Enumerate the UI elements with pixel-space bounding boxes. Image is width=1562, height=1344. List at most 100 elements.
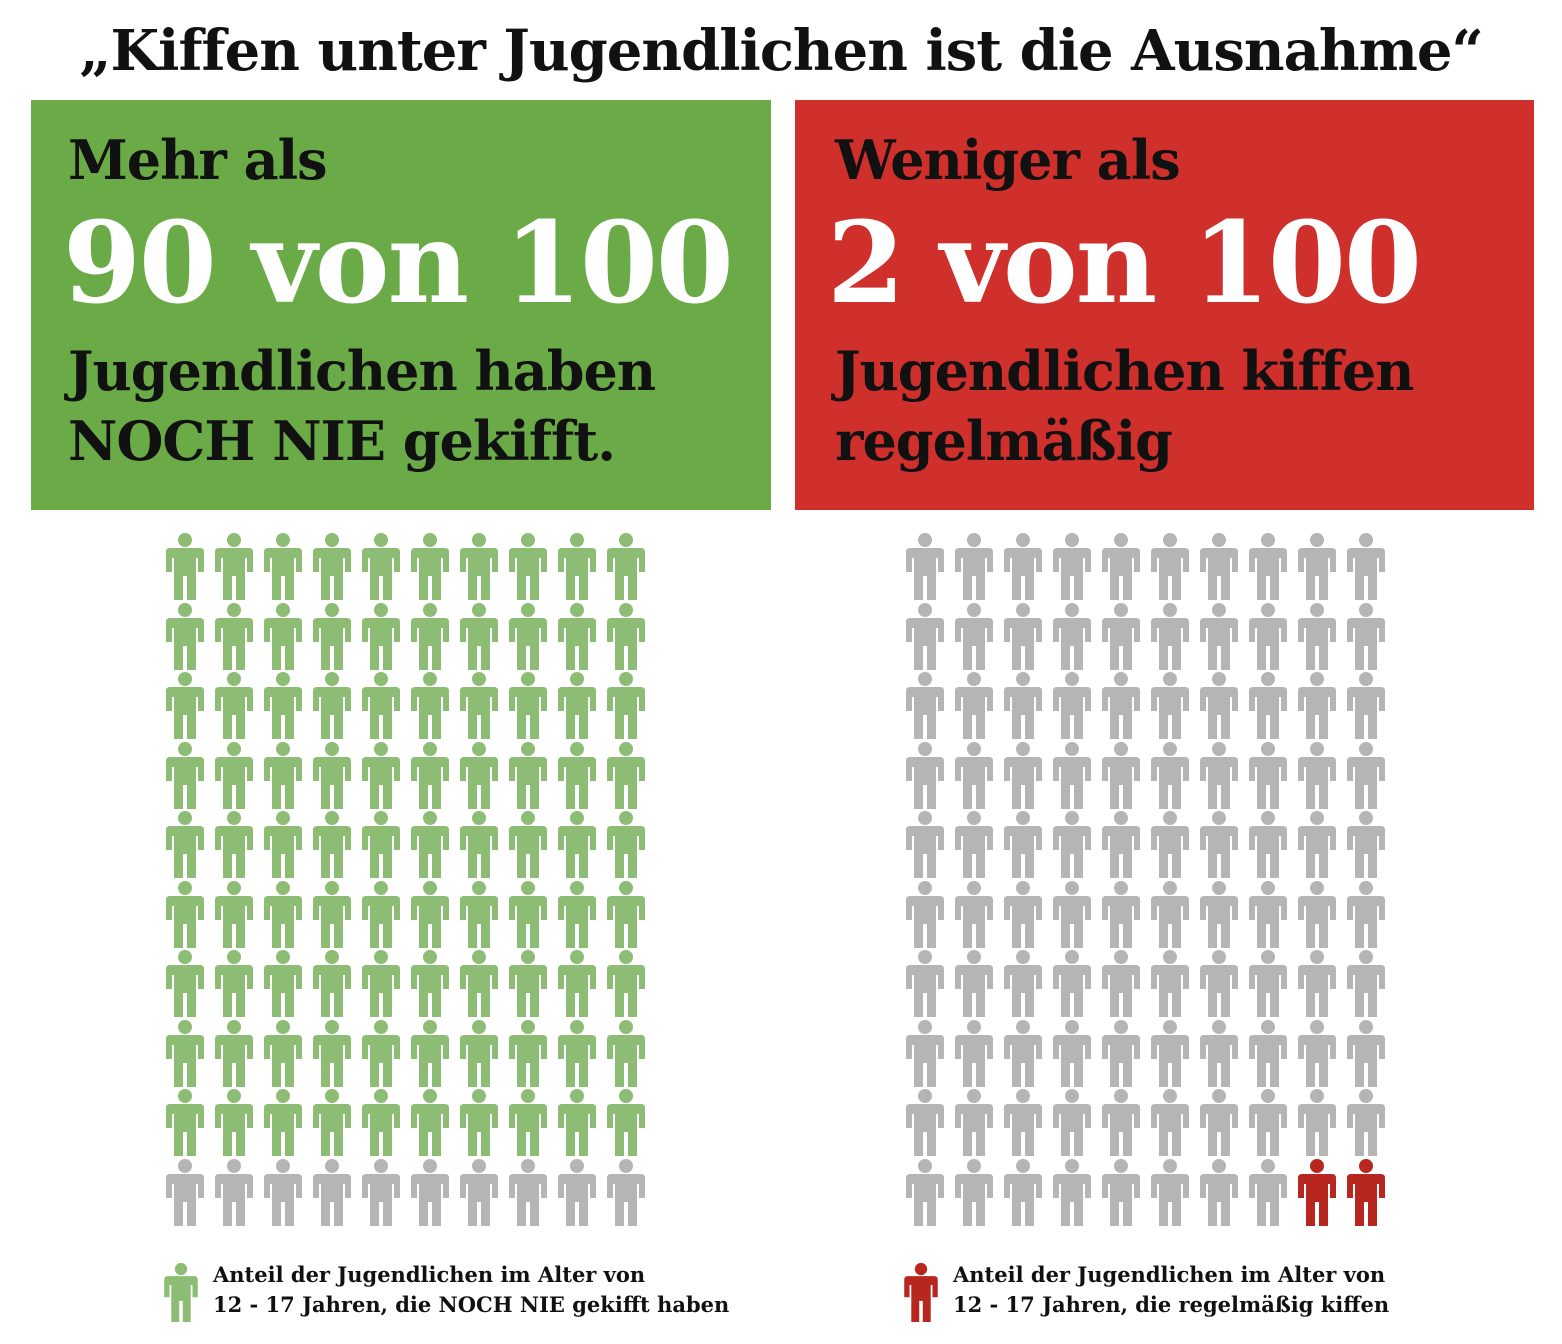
person-icon <box>356 532 405 602</box>
person-icon <box>454 1019 503 1089</box>
person-icon <box>1292 880 1341 950</box>
person-icon <box>209 671 258 741</box>
person-icon <box>209 741 258 811</box>
person-icon <box>1292 1019 1341 1089</box>
person-icon <box>307 880 356 950</box>
never-smoked-pictogram <box>160 532 650 1227</box>
person-icon <box>164 1262 198 1322</box>
person-icon <box>1096 741 1145 811</box>
person-icon <box>258 671 307 741</box>
person-icon <box>1341 880 1390 950</box>
person-icon <box>1243 810 1292 880</box>
person-icon <box>1145 671 1194 741</box>
person-icon <box>601 1158 650 1228</box>
person-icon <box>1047 810 1096 880</box>
person-icon <box>1341 810 1390 880</box>
person-icon <box>900 1158 949 1228</box>
person-icon <box>209 532 258 602</box>
person-icon <box>454 1088 503 1158</box>
person-icon <box>1096 671 1145 741</box>
person-icon <box>1096 810 1145 880</box>
person-icon <box>1096 1019 1145 1089</box>
panel-description: Jugendlichen kiffen regelmäßig <box>835 336 1415 476</box>
panel-description: Jugendlichen haben NOCH NIE gekifft. <box>68 336 656 476</box>
person-icon <box>601 949 650 1019</box>
person-icon <box>405 1088 454 1158</box>
panel-big-number: 90 von 100 <box>63 198 734 329</box>
person-icon <box>454 532 503 602</box>
person-icon <box>454 949 503 1019</box>
person-icon <box>900 1088 949 1158</box>
person-icon <box>1096 880 1145 950</box>
person-icon <box>405 671 454 741</box>
person-icon <box>601 532 650 602</box>
person-icon <box>1292 810 1341 880</box>
person-icon <box>1243 532 1292 602</box>
person-icon <box>405 741 454 811</box>
person-icon <box>405 532 454 602</box>
person-icon <box>405 810 454 880</box>
person-icon <box>1145 741 1194 811</box>
person-icon <box>1145 1088 1194 1158</box>
person-icon <box>900 602 949 672</box>
legend-line2: 12 - 17 Jahren, die regelmäßig kiffen <box>953 1292 1390 1317</box>
regular-smokers-panel: Weniger als 2 von 100 Jugendlichen kiffe… <box>795 100 1534 510</box>
person-icon <box>949 880 998 950</box>
person-icon <box>900 880 949 950</box>
person-icon <box>601 810 650 880</box>
panel-big-number: 2 von 100 <box>827 198 1422 329</box>
person-icon <box>998 741 1047 811</box>
person-icon <box>209 602 258 672</box>
person-icon <box>1292 532 1341 602</box>
page-title: „Kiffen unter Jugendlichen ist die Ausna… <box>79 18 1483 84</box>
panel-pre-text: Weniger als <box>835 128 1181 192</box>
person-icon <box>552 810 601 880</box>
person-icon <box>601 1019 650 1089</box>
person-icon <box>1145 810 1194 880</box>
person-icon <box>258 810 307 880</box>
person-icon <box>1243 1158 1292 1228</box>
person-icon <box>307 741 356 811</box>
person-icon <box>1047 949 1096 1019</box>
person-icon <box>1194 949 1243 1019</box>
person-icon <box>998 1088 1047 1158</box>
person-icon <box>949 532 998 602</box>
person-icon <box>160 602 209 672</box>
person-icon <box>1096 1088 1145 1158</box>
person-icon <box>1047 880 1096 950</box>
person-icon <box>454 671 503 741</box>
person-icon <box>1292 671 1341 741</box>
person-icon <box>160 1088 209 1158</box>
person-icon <box>998 949 1047 1019</box>
person-icon <box>949 810 998 880</box>
person-icon <box>405 949 454 1019</box>
person-icon <box>949 671 998 741</box>
person-icon <box>900 949 949 1019</box>
person-icon <box>258 532 307 602</box>
person-icon <box>1194 1088 1243 1158</box>
person-icon <box>1243 602 1292 672</box>
person-icon <box>454 810 503 880</box>
person-icon <box>209 1088 258 1158</box>
person-icon <box>1145 880 1194 950</box>
person-icon <box>307 602 356 672</box>
person-icon <box>601 741 650 811</box>
person-icon <box>949 602 998 672</box>
person-icon <box>1341 1158 1390 1228</box>
person-icon <box>1341 671 1390 741</box>
person-icon <box>1096 602 1145 672</box>
person-icon <box>552 1088 601 1158</box>
person-icon <box>1292 602 1341 672</box>
person-icon <box>307 671 356 741</box>
panel-description-line2: regelmäßig <box>835 409 1173 473</box>
panel-description-line1: Jugendlichen kiffen <box>835 339 1415 403</box>
person-icon <box>900 1019 949 1089</box>
person-icon <box>998 1019 1047 1089</box>
person-icon <box>1341 532 1390 602</box>
person-icon <box>307 532 356 602</box>
person-icon <box>552 1019 601 1089</box>
person-icon <box>1243 949 1292 1019</box>
person-icon <box>209 1158 258 1228</box>
person-icon <box>356 741 405 811</box>
panel-pre-text: Mehr als <box>68 128 328 192</box>
